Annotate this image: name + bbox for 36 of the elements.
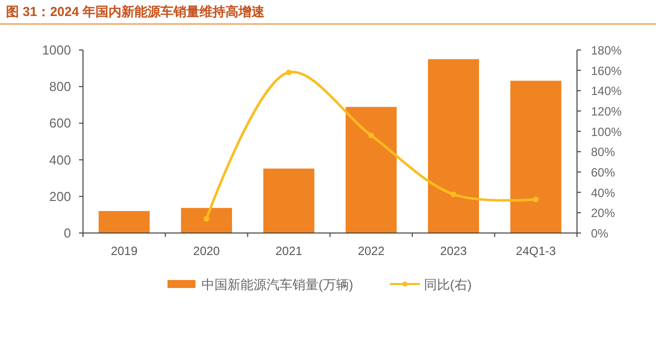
y2-tick-label: 120% xyxy=(591,104,622,118)
bar xyxy=(180,208,232,233)
y-tick-label: 1000 xyxy=(42,42,71,58)
point xyxy=(533,196,539,202)
y2-tick-label: 100% xyxy=(591,124,622,139)
x-tick-label: 2020 xyxy=(193,244,220,258)
y2-tick-label: 60% xyxy=(591,166,616,180)
y-tick-label: 600 xyxy=(49,116,71,131)
point xyxy=(286,70,292,76)
y2-tick-label: 180% xyxy=(591,44,622,58)
bar xyxy=(428,59,480,233)
y-tick-label: 200 xyxy=(49,188,71,204)
y2-tick-label: 160% xyxy=(591,64,622,78)
y-tick-label: 0 xyxy=(64,226,71,240)
y2-tick-label: 0% xyxy=(591,226,609,240)
point xyxy=(450,192,456,198)
legend-label: 中国新能源汽车销量(万辆) xyxy=(202,277,354,292)
bar xyxy=(263,168,314,233)
y2-tick-label: 140% xyxy=(591,84,622,98)
chart-title: 图 31：2024 年国内新能源车销量维持高增速 xyxy=(6,4,266,19)
y-tick-label: 800 xyxy=(49,79,71,94)
x-tick-label: 2019 xyxy=(110,244,138,258)
y2-tick-label: 40% xyxy=(591,186,616,200)
x-tick-label: 2021 xyxy=(275,244,303,258)
point xyxy=(368,132,374,138)
bar xyxy=(98,211,150,233)
y-tick-label: 400 xyxy=(49,152,71,168)
y2-tick-label: 20% xyxy=(591,206,616,220)
x-tick-label: 2023 xyxy=(440,244,468,258)
y2-tick-label: 80% xyxy=(591,145,616,160)
x-tick-label: 2022 xyxy=(358,244,385,258)
point xyxy=(204,216,210,222)
x-tick-label: 24Q1-3 xyxy=(516,244,556,258)
legend-label: 同比(右) xyxy=(424,277,472,292)
bar xyxy=(346,106,397,233)
bar xyxy=(510,80,562,233)
